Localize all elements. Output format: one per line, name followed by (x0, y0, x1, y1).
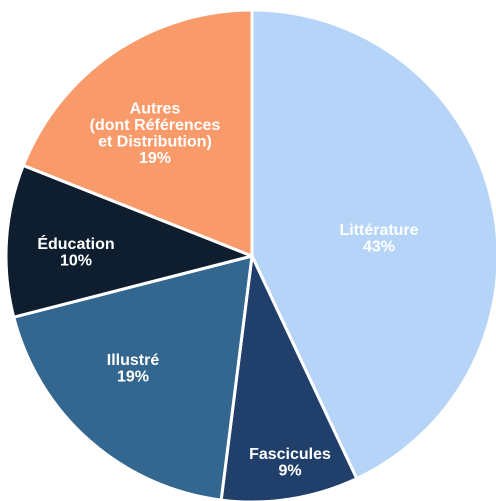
pie-slice-label-line: 19% (117, 368, 149, 385)
pie-slice-label-1: Fascicules 9% (249, 446, 331, 480)
pie-slice-label-line: Littérature (339, 222, 418, 239)
pie-labels: Littérature 43%Fascicules 9%Illustré 19%Édu… (37, 100, 418, 479)
pie-slice-label-line: 10% (60, 252, 92, 269)
pie-slice-label-3: Éducation 10% (37, 234, 114, 270)
pie-slice-2 (12, 254, 254, 501)
pie-slice-label-line: 19% (139, 150, 171, 167)
pie-slice-0 (250, 8, 496, 481)
pie-slice-label-line: 9% (278, 462, 301, 479)
pie-slice-label-line: Autres (130, 100, 181, 117)
pie-slice-label-2: Illustré 19% (107, 352, 160, 386)
pie-slice-label-4: Autres (dont Références et Distribution) 19… (90, 100, 221, 167)
pie-slice-3 (4, 163, 254, 319)
pie-slice-label-line: Illustré (107, 352, 160, 369)
pie-slices (4, 8, 496, 501)
pie-slice-label-line: et Distribution) (98, 133, 212, 150)
pie-slice-label-line: 43% (363, 238, 395, 255)
pie-slice-label-line: Fascicules (249, 446, 331, 463)
pie-slice-label-0: Littérature 43% (339, 222, 418, 256)
pie-slice-4 (21, 8, 254, 258)
pie-slice-label-line: (dont Références (90, 117, 221, 134)
pie-slice-label-line: Éducation (37, 234, 114, 253)
